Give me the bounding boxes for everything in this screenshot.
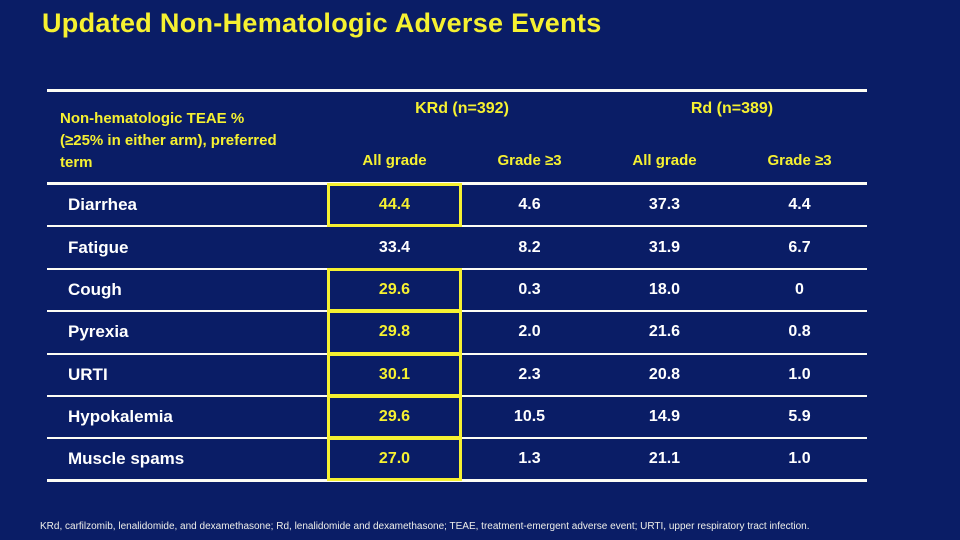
value-cell-krd-all-grade: 30.1 [327,352,462,398]
value-cell-rd-grade3: 1.0 [788,365,811,383]
row-label: Muscle spams [68,449,185,469]
value-cell-krd-all-grade: 44.4 [327,182,462,228]
table-row: URTI 30.1 2.3 20.8 1.0 [47,352,867,398]
subheader-rd-grade3: Grade ≥3 [767,152,832,169]
subheader-krd-grade3: Grade ≥3 [497,152,562,169]
value-cell-rd-all-grade: 18.0 [648,280,681,298]
table-body: Diarrhea 44.4 4.6 37.3 4.4 Fatigue 33.4 … [47,182,867,482]
row-label: Cough [68,279,122,299]
row-label: URTI [68,364,108,384]
abbreviations-footnote: KRd, carfilzomib, lenalidomide, and dexa… [40,521,810,532]
slide-title: Updated Non-Hematologic Adverse Events [42,8,602,38]
table-header: Non-hematologic TEAE % (≥25% in either a… [47,89,867,185]
table-row: Cough 29.6 0.3 18.0 0 [47,267,867,313]
value-cell-krd-all-grade: 29.6 [327,394,462,440]
value-cell-krd-grade3: 1.3 [518,450,541,468]
row-header-line2: (≥25% in either arm), preferred [60,132,277,149]
value-cell-rd-grade3: 0.8 [788,323,811,341]
value-cell-krd-grade3: 0.3 [518,280,541,298]
value-cell-krd-grade3: 2.0 [518,323,541,341]
subheader-krd-all-grade: All grade [362,152,427,169]
row-header-line3: term [60,154,93,171]
value-cell-krd-all-grade: 29.8 [327,310,462,355]
value-cell-rd-all-grade: 37.3 [648,196,681,214]
value-cell-rd-grade3: 1.0 [788,450,811,468]
row-label: Pyrexia [68,322,129,342]
adverse-events-table: Non-hematologic TEAE % (≥25% in either a… [47,89,867,482]
table-row: Diarrhea 44.4 4.6 37.3 4.4 [47,182,867,228]
value-cell-rd-grade3: 5.9 [788,408,811,426]
value-cell-krd-grade3: 8.2 [518,238,541,256]
value-cell-rd-all-grade: 14.9 [648,408,681,426]
row-header-line1: Non-hematologic TEAE % [60,110,245,127]
group-header-krd: KRd (n=392) [415,100,509,117]
row-header: Non-hematologic TEAE % (≥25% in either a… [47,92,327,182]
value-cell-rd-all-grade: 31.9 [648,238,681,256]
row-label: Hypokalemia [68,407,173,427]
table-row: Hypokalemia 29.6 10.5 14.9 5.9 [47,394,867,440]
row-label: Fatigue [68,237,129,257]
value-cell-krd-grade3: 2.3 [518,365,541,383]
table-row: Pyrexia 29.8 2.0 21.6 0.8 [47,310,867,355]
subheader-rd-all-grade: All grade [632,152,697,169]
value-cell-krd-all-grade: 33.4 [378,238,411,256]
table-row: Fatigue 33.4 8.2 31.9 6.7 [47,227,867,270]
value-cell-rd-grade3: 6.7 [788,238,811,256]
row-label: Diarrhea [68,195,137,215]
value-cell-krd-all-grade: 29.6 [327,267,462,313]
value-cell-rd-all-grade: 21.1 [648,450,681,468]
table-row: Muscle spams 27.0 1.3 21.1 1.0 [47,437,867,482]
value-cell-rd-grade3: 4.4 [788,196,811,214]
value-cell-krd-all-grade: 27.0 [327,437,462,482]
value-cell-krd-grade3: 10.5 [513,408,546,426]
value-cell-rd-all-grade: 21.6 [648,323,681,341]
value-cell-rd-grade3: 0 [795,280,804,298]
value-cell-rd-all-grade: 20.8 [648,365,681,383]
value-cell-krd-grade3: 4.6 [518,196,541,214]
group-header-rd: Rd (n=389) [690,100,774,117]
